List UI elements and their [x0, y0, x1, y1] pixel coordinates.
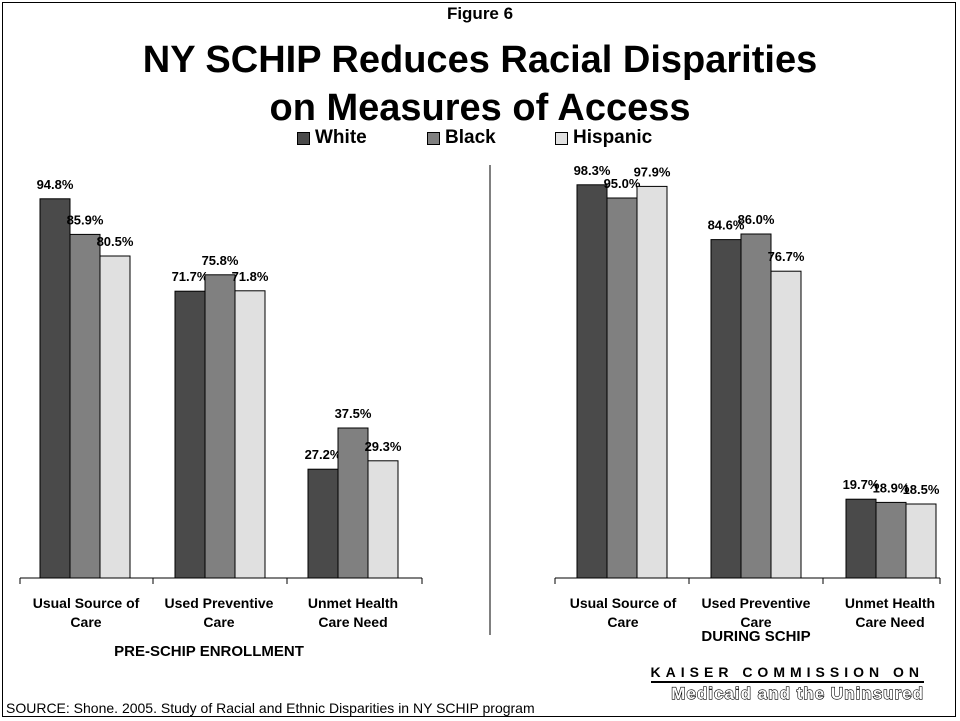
source-note: SOURCE: Shone. 2005. Study of Racial and… — [6, 700, 535, 716]
data-label-0-1-hispanic: 71.8% — [232, 269, 269, 284]
data-label-1-0-white: 98.3% — [574, 163, 611, 178]
data-label-0-1-white: 71.7% — [172, 269, 209, 284]
bar-1-0-white — [576, 184, 608, 579]
bar-0-2-white — [307, 468, 339, 579]
bar-0-0-white — [39, 198, 71, 579]
legend-swatch-white — [297, 131, 310, 145]
bar-0-1-white — [174, 290, 206, 579]
data-label-1-0-black: 95.0% — [604, 176, 641, 191]
bar-1-0-black — [606, 197, 638, 579]
category-label-0-0-line-0: Usual Source of — [33, 595, 140, 611]
bar-0-1-black — [204, 274, 236, 579]
kaiser-logo-line-2: Medicaid and the Uninsured — [671, 683, 924, 703]
category-label-0-1-line-0: Used Preventive — [165, 595, 274, 611]
bar-0-0-black — [69, 233, 101, 579]
legend-item-black: Black — [427, 127, 496, 149]
panel-label-0: PRE-SCHIP ENROLLMENT — [114, 643, 304, 660]
bar-0-1-hispanic — [234, 290, 266, 579]
bar-0-2-black — [337, 427, 369, 579]
category-label-1-0-line-1: Care — [607, 614, 638, 630]
bar-1-0-hispanic — [636, 185, 668, 579]
legend-label-hispanic: Hispanic — [573, 127, 653, 148]
bar-0-2-hispanic — [367, 460, 399, 579]
panel-label-1: DURING SCHIP — [701, 628, 810, 645]
data-label-0-2-black: 37.5% — [335, 406, 372, 421]
data-label-0-0-white: 94.8% — [37, 177, 74, 192]
chart-title-line-2: on Measures of Access — [269, 87, 691, 129]
category-label-1-0-line-0: Usual Source of — [570, 595, 677, 611]
bar-1-2-hispanic — [905, 503, 937, 579]
bar-1-1-hispanic — [770, 270, 802, 579]
category-label-1-1-line-0: Used Preventive — [702, 595, 811, 611]
legend-item-hispanic: Hispanic — [555, 127, 652, 149]
category-label-0-2-line-0: Unmet Health — [308, 595, 398, 611]
bar-1-2-black — [875, 501, 907, 579]
data-label-0-0-hispanic: 80.5% — [97, 234, 134, 249]
data-label-1-1-black: 86.0% — [738, 212, 775, 227]
data-label-0-2-hispanic: 29.3% — [365, 439, 402, 454]
data-label-1-2-hispanic: 18.5% — [903, 482, 940, 497]
bar-1-1-black — [740, 233, 772, 579]
data-label-0-1-black: 75.8% — [202, 253, 239, 268]
legend-swatch-black — [427, 131, 440, 145]
legend-swatch-hispanic — [555, 131, 568, 145]
category-label-0-0-line-1: Care — [70, 614, 101, 630]
category-label-0-2-line-1: Care Need — [318, 614, 387, 630]
figure-label: Figure 6 — [446, 4, 514, 23]
kaiser-logo: KAISER COMMISSION ON Medicaid and the Un… — [650, 664, 924, 705]
data-label-1-2-black: 18.9% — [873, 480, 910, 495]
legend-label-black: Black — [445, 127, 496, 148]
legend-label-white: White — [315, 127, 367, 148]
legend: White Black Hispanic — [0, 127, 960, 153]
data-label-1-1-hispanic: 76.7% — [768, 249, 805, 264]
data-label-0-0-black: 85.9% — [67, 212, 104, 227]
category-label-1-2-line-0: Unmet Health — [845, 595, 935, 611]
category-label-1-1-line-1: Care — [740, 614, 771, 630]
bar-1-2-white — [845, 498, 877, 579]
category-label-0-1-line-1: Care — [203, 614, 234, 630]
category-label-1-2-line-1: Care Need — [855, 614, 924, 630]
chart-title-line-1: NY SCHIP Reduces Racial Disparities — [142, 39, 818, 81]
data-label-0-2-white: 27.2% — [305, 447, 342, 462]
bar-1-1-white — [710, 239, 742, 579]
data-label-1-1-white: 84.6% — [708, 218, 745, 233]
data-label-1-0-hispanic: 97.9% — [634, 164, 671, 179]
bar-0-0-hispanic — [99, 255, 131, 579]
legend-item-white: White — [297, 127, 367, 149]
kaiser-logo-line-1: KAISER COMMISSION ON — [650, 664, 924, 683]
data-label-1-2-white: 19.7% — [843, 477, 880, 492]
